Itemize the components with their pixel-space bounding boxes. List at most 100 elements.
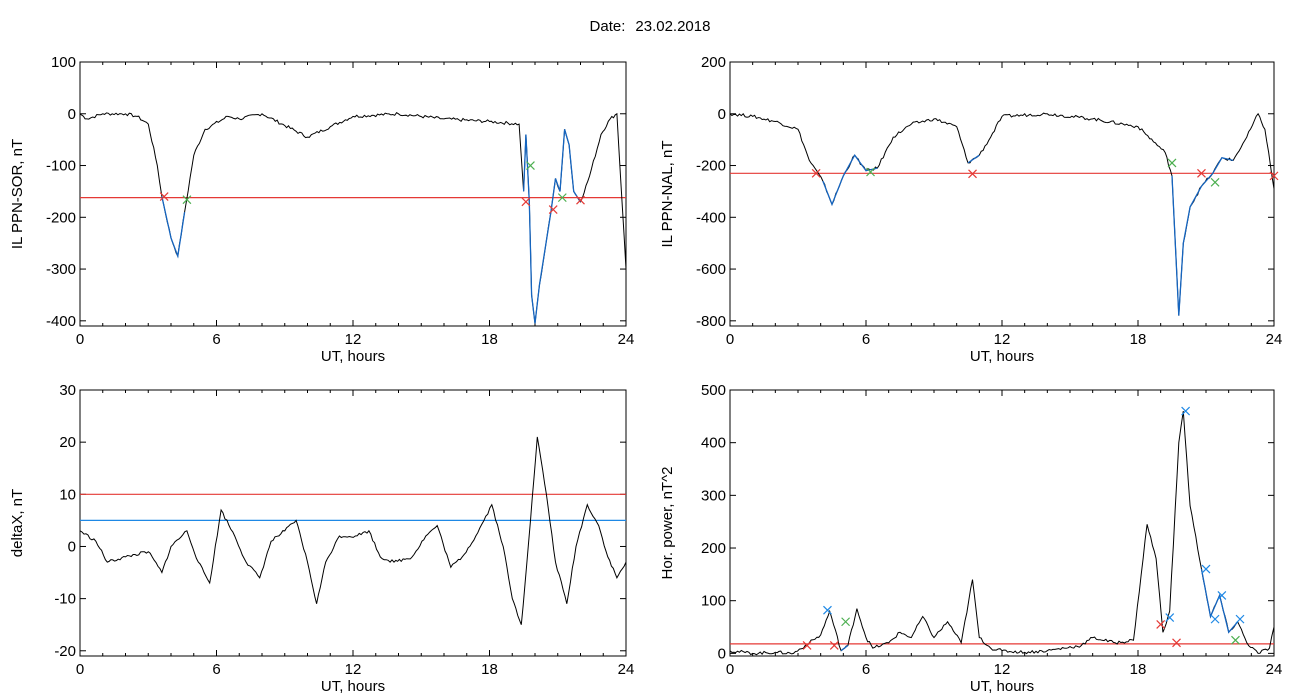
y-tick-label: -400	[46, 313, 76, 330]
series-line	[79, 436, 627, 625]
event-marker	[1269, 171, 1279, 181]
y-axis-label: IL PPN-SOR, nT	[9, 139, 26, 249]
x-tick-label: 6	[862, 661, 870, 678]
series-line	[79, 112, 627, 324]
marker-stroke	[548, 205, 558, 214]
marker-stroke	[1231, 635, 1240, 645]
event-marker	[1210, 614, 1220, 624]
marker-stroke	[1172, 638, 1181, 648]
marker-stroke	[521, 197, 531, 207]
chart-panel-1: 0 6 12 18 24 100 0 -100 -200 -300 -400 UT, hours IL …	[9, 54, 634, 365]
x-tick-label: 24	[1266, 661, 1283, 678]
event-marker	[1235, 614, 1245, 624]
marker-stroke	[182, 195, 192, 205]
x-tick-label: 24	[618, 661, 635, 678]
x-tick-label: 12	[994, 661, 1011, 678]
x-axis-label: UT, hours	[321, 348, 385, 365]
event-marker	[1231, 635, 1240, 645]
y-tick-label: 20	[59, 434, 76, 451]
marker-stroke	[802, 641, 812, 650]
x-tick-label: 24	[618, 331, 635, 348]
event-segment	[161, 196, 186, 259]
series-line	[729, 411, 1275, 656]
event-segment	[1171, 157, 1234, 316]
event-segment	[522, 129, 582, 324]
y-tick-label: -200	[46, 209, 76, 226]
event-marker	[823, 605, 832, 615]
marker-stroke	[159, 192, 169, 202]
y-tick-label: -600	[696, 261, 726, 278]
date-title: Date: 23.02.2018	[0, 18, 1300, 35]
y-axis-label: IL PPN-NAL, nT	[659, 141, 676, 248]
marker-stroke	[526, 161, 535, 170]
event-segment	[840, 644, 849, 652]
marker-stroke	[866, 167, 875, 177]
y-tick-label: -300	[46, 261, 76, 278]
marker-stroke	[1167, 158, 1177, 168]
y-tick-label: -200	[696, 158, 726, 175]
x-tick-label: 6	[212, 331, 220, 348]
marker-stroke	[823, 605, 832, 615]
date-label: Date:	[589, 18, 626, 35]
y-tick-label: 30	[59, 382, 76, 399]
chart-panel-4: 0 6 12 18 24 500 400 300 200 100 0 UT, hours Hor. po…	[659, 382, 1282, 695]
marker-stroke	[1156, 619, 1166, 629]
marker-stroke	[811, 168, 821, 178]
event-segment	[967, 154, 980, 164]
x-axis-label: UT, hours	[970, 678, 1034, 695]
x-tick-label: 18	[1130, 661, 1147, 678]
series-line	[729, 112, 1275, 316]
marker-stroke	[1235, 614, 1245, 624]
event-marker	[1165, 613, 1175, 622]
x-tick-label: 18	[1130, 331, 1147, 348]
event-marker	[1197, 168, 1206, 178]
chart-panel-3: 0 6 12 18 24 30 20 10 0 -10 -20 UT, hours deltaX, nT	[9, 382, 634, 695]
event-marker	[548, 205, 558, 214]
chart-panel-2: 0 6 12 18 24 200 0 -200 -400 -600 -800 UT, hours IL …	[659, 54, 1282, 365]
x-tick-label: 0	[726, 661, 734, 678]
plot-frame	[729, 61, 1275, 327]
marker-stroke	[557, 193, 567, 203]
y-tick-label: 0	[718, 645, 726, 662]
y-tick-label: 300	[701, 487, 726, 504]
y-tick-label: 200	[701, 540, 726, 557]
marker-stroke	[1217, 591, 1227, 600]
event-marker	[526, 161, 535, 170]
event-marker	[1201, 564, 1211, 574]
event-marker	[968, 169, 977, 179]
event-marker	[1217, 591, 1227, 600]
x-tick-label: 6	[212, 661, 220, 678]
event-marker	[159, 192, 169, 202]
x-tick-label: 12	[345, 661, 362, 678]
marker-stroke	[1197, 168, 1206, 178]
marker-stroke	[1210, 177, 1220, 187]
x-axis-label: UT, hours	[970, 348, 1034, 365]
y-tick-label: 10	[59, 486, 76, 503]
event-marker	[576, 195, 585, 205]
event-marker	[811, 168, 821, 178]
y-tick-label: -10	[54, 591, 76, 608]
marker-stroke	[841, 617, 851, 627]
event-marker	[829, 641, 839, 650]
marker-stroke	[1201, 564, 1211, 574]
plot-frame	[729, 389, 1275, 657]
event-marker	[802, 641, 812, 650]
event-segment	[822, 153, 878, 207]
event-marker	[182, 195, 192, 205]
y-tick-label: 0	[718, 106, 726, 123]
y-tick-label: -800	[696, 313, 726, 330]
event-marker	[1167, 158, 1177, 168]
y-axis-label: Hor. power, nT^2	[659, 467, 676, 580]
x-tick-label: 18	[481, 661, 498, 678]
y-tick-label: 0	[68, 106, 76, 123]
y-tick-label: -20	[54, 643, 76, 660]
y-tick-label: 400	[701, 435, 726, 452]
event-segment	[1200, 568, 1239, 634]
y-axis-label: deltaX, nT	[9, 489, 26, 557]
x-tick-label: 12	[994, 331, 1011, 348]
plot-frame	[79, 389, 627, 657]
event-marker	[521, 197, 531, 207]
event-marker	[1181, 406, 1191, 416]
x-tick-label: 6	[862, 331, 870, 348]
event-marker	[557, 193, 567, 203]
